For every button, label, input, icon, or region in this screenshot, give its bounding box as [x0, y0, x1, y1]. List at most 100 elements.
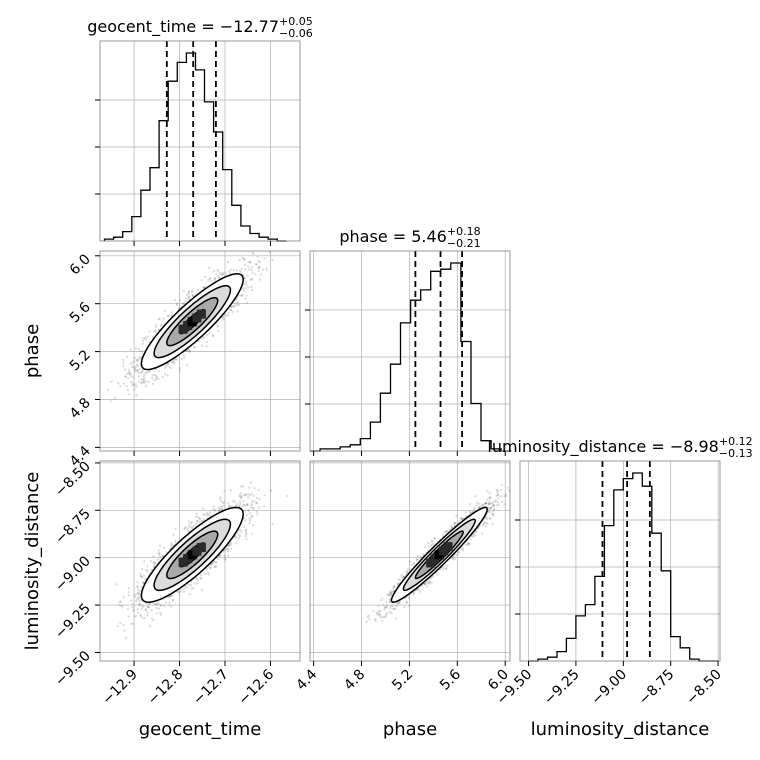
- scatter-point: [171, 599, 174, 602]
- scatter-point: [119, 600, 122, 603]
- scatter-point: [134, 368, 137, 371]
- scatter-point: [174, 539, 177, 542]
- scatter-point: [132, 594, 135, 597]
- scatter-point: [253, 487, 256, 490]
- scatter-point: [187, 529, 190, 532]
- scatter-point: [239, 529, 242, 532]
- scatter-point: [142, 581, 145, 584]
- scatter-point: [202, 572, 206, 575]
- scatter-point: [124, 637, 127, 640]
- scatter-point: [148, 330, 151, 333]
- scatter-point: [234, 535, 237, 538]
- scatter-point: [227, 554, 230, 557]
- scatter-point: [169, 361, 173, 364]
- scatter-point: [168, 604, 171, 607]
- scatter-point: [129, 348, 132, 351]
- scatter-point: [242, 503, 245, 506]
- scatter-point: [147, 370, 150, 373]
- scatter-point: [197, 515, 200, 519]
- scatter-point: [236, 310, 239, 313]
- scatter-point: [169, 595, 172, 598]
- scatter-point: [216, 268, 219, 271]
- scatter-point: [229, 309, 233, 312]
- scatter-point: [131, 603, 134, 606]
- scatter-point: [199, 573, 202, 577]
- scatter-point: [271, 259, 274, 262]
- scatter-point: [183, 587, 186, 590]
- scatter-point: [168, 601, 171, 604]
- scatter-point: [190, 587, 193, 590]
- scatter-point: [238, 504, 241, 508]
- scatter-point: [214, 561, 217, 564]
- scatter-point: [132, 382, 135, 385]
- scatter-point: [139, 604, 142, 607]
- scatter-point: [138, 356, 141, 359]
- scatter-point: [131, 383, 134, 387]
- scatter-point: [250, 532, 253, 535]
- scatter-point: [212, 505, 215, 508]
- scatter-point: [197, 340, 200, 343]
- scatter-point: [134, 347, 137, 350]
- scatter-point: [143, 381, 146, 384]
- scatter-point: [240, 294, 243, 297]
- scatter-point: [235, 536, 238, 539]
- scatter-point: [154, 562, 157, 565]
- scatter-point: [201, 589, 204, 592]
- scatter-point: [170, 605, 173, 609]
- scatter-point: [139, 382, 142, 385]
- scatter-point: [245, 284, 248, 287]
- scatter-point: [238, 533, 241, 536]
- scatter-point: [178, 367, 181, 370]
- scatter-point: [256, 255, 259, 258]
- scatter-point: [136, 597, 139, 600]
- scatter-point: [140, 575, 143, 578]
- scatter-point: [126, 372, 129, 375]
- scatter-point: [142, 604, 145, 607]
- scatter-point: [135, 363, 139, 366]
- scatter-point: [155, 376, 158, 379]
- scatter-point: [245, 280, 248, 283]
- scatter-point: [146, 565, 149, 568]
- scatter-point: [141, 616, 144, 620]
- scatter-point: [184, 526, 187, 530]
- scatter-point: [258, 498, 261, 501]
- scatter-point: [146, 335, 149, 338]
- scatter-point: [266, 269, 269, 272]
- scatter-point: [130, 622, 133, 625]
- scatter-point: [207, 573, 211, 576]
- scatter-point: [205, 340, 209, 344]
- scatter-point: [213, 278, 216, 282]
- scatter-point: [202, 513, 205, 516]
- scatter-point: [158, 318, 161, 321]
- scatter-point: [182, 302, 186, 305]
- scatter-point: [248, 260, 251, 263]
- scatter-point: [138, 599, 141, 602]
- scatter-point: [224, 558, 227, 561]
- scatter-point: [251, 289, 254, 292]
- scatter-point: [153, 563, 156, 566]
- scatter-point: [248, 522, 251, 525]
- scatter-point: [136, 585, 139, 588]
- scatter-point: [153, 561, 156, 564]
- scatter-point: [137, 597, 140, 600]
- scatter-point: [241, 287, 244, 290]
- scatter-point: [122, 382, 125, 385]
- scatter-point: [187, 292, 190, 296]
- scatter-point: [155, 603, 158, 606]
- scatter-point: [251, 514, 254, 518]
- scatter-point: [232, 305, 235, 308]
- scatter-point: [227, 548, 230, 551]
- scatter-point: [130, 380, 133, 384]
- scatter-point: [230, 305, 233, 309]
- scatter-point: [212, 561, 215, 564]
- scatter-point: [207, 279, 210, 282]
- scatter-point: [246, 301, 249, 304]
- scatter-point: [243, 276, 246, 280]
- scatter-point: [198, 518, 202, 521]
- scatter-point: [170, 541, 173, 545]
- scatter-point: [163, 605, 166, 608]
- scatter-point: [154, 603, 157, 606]
- scatter-point: [226, 260, 229, 264]
- scatter-point: [186, 364, 189, 367]
- scatter-point: [143, 373, 146, 376]
